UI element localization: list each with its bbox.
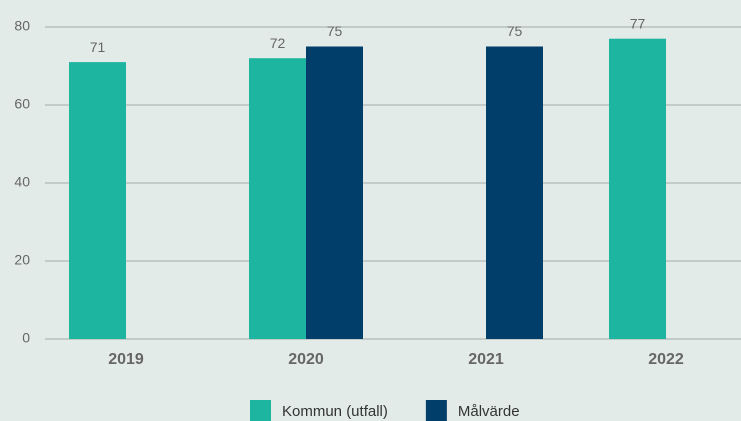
bar [306, 46, 363, 339]
x-tick-label: 2022 [648, 351, 684, 368]
legend-swatch [425, 400, 447, 421]
bar [486, 46, 543, 339]
bar [69, 62, 126, 339]
legend-label: Målvärde [458, 403, 520, 420]
value-label: 75 [327, 23, 343, 39]
bar [609, 38, 666, 339]
legend-label: Kommun (utfall) [282, 403, 388, 420]
y-tick-label: 20 [14, 252, 30, 268]
y-tick-label: 60 [14, 96, 30, 112]
x-tick-label: 2019 [108, 351, 144, 368]
x-tick-label: 2020 [288, 351, 324, 368]
x-tick-label: 2021 [468, 351, 504, 368]
bar [249, 58, 306, 339]
value-label: 77 [630, 15, 646, 31]
value-label: 75 [507, 23, 523, 39]
value-label: 72 [270, 35, 286, 51]
y-tick-label: 80 [14, 18, 30, 34]
value-label: 71 [90, 39, 106, 55]
legend-swatch [250, 400, 271, 421]
y-tick-label: 0 [22, 330, 30, 346]
y-tick-label: 40 [14, 174, 30, 190]
